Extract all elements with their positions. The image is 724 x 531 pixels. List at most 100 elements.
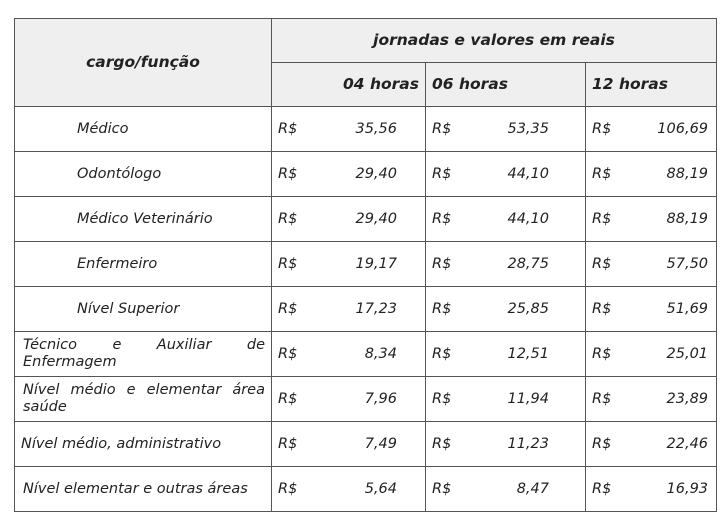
role-cell: Enfermeiro: [14, 241, 272, 287]
amount: 51,69: [666, 300, 709, 317]
table-row: Nível médio e elementar área saúde R$ 7,96…: [14, 376, 718, 422]
value-cell: R$ 11,94: [425, 376, 586, 422]
amount: 11,94: [507, 390, 549, 407]
amount: 8,47: [516, 480, 549, 497]
header-role: cargo/função: [14, 18, 272, 107]
role-cell: Nível médio, administrativo: [14, 421, 272, 467]
amount: 17,23: [355, 300, 397, 317]
currency-label: R$: [592, 165, 612, 182]
role-cell: Médico Veterinário: [14, 196, 272, 242]
currency-label: R$: [592, 480, 612, 497]
currency-label: R$: [278, 345, 298, 362]
currency-label: R$: [432, 390, 452, 407]
currency-label: R$: [592, 210, 612, 227]
value-cell: R$ 35,56: [271, 106, 426, 152]
table-row: Odontólogo R$ 29,40 R$ 44,10 R$ 88,19: [14, 151, 718, 197]
value-cell: R$ 57,50: [584, 241, 718, 287]
currency-label: R$: [278, 255, 298, 272]
amount: 12,51: [507, 345, 549, 362]
amount: 22,46: [666, 435, 709, 452]
value-cell: R$ 51,69: [584, 286, 718, 332]
amount: 11,23: [507, 435, 549, 452]
header-group: jornadas e valores em reais: [270, 18, 718, 63]
value-cell: R$ 106,69: [584, 106, 718, 152]
value-cell: R$ 25,01: [584, 331, 718, 377]
value-cell: R$ 22,46: [584, 421, 718, 467]
header-12h: 12 horas: [584, 62, 718, 107]
amount: 7,96: [364, 390, 397, 407]
value-cell: R$ 17,23: [271, 286, 426, 332]
header-04h: 04 horas: [271, 62, 426, 107]
amount: 29,40: [355, 210, 397, 227]
currency-label: R$: [432, 255, 452, 272]
table-row: Nível Superior R$ 17,23 R$ 25,85 R$ 51,69: [14, 286, 718, 332]
value-cell: R$ 8,34: [271, 331, 426, 377]
currency-label: R$: [592, 255, 612, 272]
currency-label: R$: [592, 435, 612, 452]
role-cell: Médico: [14, 106, 272, 152]
currency-label: R$: [432, 345, 452, 362]
value-cell: R$ 7,49: [271, 421, 426, 467]
value-cell: R$ 7,96: [271, 376, 426, 422]
value-cell: R$ 44,10: [425, 151, 586, 197]
currency-label: R$: [432, 165, 452, 182]
value-cell: R$ 29,40: [271, 151, 426, 197]
amount: 44,10: [507, 210, 549, 227]
currency-label: R$: [592, 390, 612, 407]
table-row: Nível elementar e outras áreas R$ 5,64 R$ 8,…: [14, 466, 718, 512]
currency-label: R$: [432, 480, 452, 497]
value-cell: R$ 28,75: [425, 241, 586, 287]
amount: 25,85: [507, 300, 549, 317]
value-cell: R$ 53,35: [425, 106, 586, 152]
currency-label: R$: [432, 120, 452, 137]
role-cell: Nível médio e elementar área saúde: [14, 376, 272, 422]
currency-label: R$: [278, 120, 298, 137]
amount: 23,89: [666, 390, 709, 407]
amount: 19,17: [355, 255, 397, 272]
value-cell: R$ 5,64: [271, 466, 426, 512]
amount: 106,69: [657, 120, 709, 137]
table-row: Enfermeiro R$ 19,17 R$ 28,75 R$ 57,50: [14, 241, 718, 287]
value-cell: R$ 11,23: [425, 421, 586, 467]
value-cell: R$ 8,47: [425, 466, 586, 512]
header-06h: 06 horas: [425, 62, 586, 107]
currency-label: R$: [432, 435, 452, 452]
role-cell: Nível elementar e outras áreas: [14, 466, 272, 512]
value-cell: R$ 23,89: [584, 376, 718, 422]
currency-label: R$: [278, 435, 298, 452]
amount: 5,64: [364, 480, 397, 497]
amount: 25,01: [666, 345, 709, 362]
value-cell: R$ 12,51: [425, 331, 586, 377]
value-cell: R$ 16,93: [584, 466, 718, 512]
table-row: Médico Veterinário R$ 29,40 R$ 44,10 R$ 88,19: [14, 196, 718, 242]
amount: 8,34: [364, 345, 397, 362]
amount: 29,40: [355, 165, 397, 182]
amount: 53,35: [507, 120, 549, 137]
value-cell: R$ 29,40: [271, 196, 426, 242]
amount: 35,56: [355, 120, 397, 137]
currency-label: R$: [278, 165, 298, 182]
value-cell: R$ 88,19: [584, 196, 718, 242]
amount: 7,49: [364, 435, 397, 452]
value-cell: R$ 88,19: [584, 151, 718, 197]
amount: 88,19: [666, 165, 709, 182]
amount: 88,19: [666, 210, 709, 227]
currency-label: R$: [592, 345, 612, 362]
amount: 57,50: [666, 255, 709, 272]
table-row: Técnico e Auxiliar de Enfermagem R$ 8,34 R$…: [14, 331, 718, 377]
amount: 44,10: [507, 165, 549, 182]
salary-table: cargo/função jornadas e valores em reais…: [14, 18, 718, 512]
value-cell: R$ 25,85: [425, 286, 586, 332]
currency-label: R$: [432, 210, 452, 227]
role-cell: Técnico e Auxiliar de Enfermagem: [14, 331, 272, 377]
table-row: Médico R$ 35,56 R$ 53,35 R$ 106,69: [14, 106, 718, 152]
currency-label: R$: [592, 300, 612, 317]
currency-label: R$: [278, 210, 298, 227]
currency-label: R$: [278, 300, 298, 317]
table-row: Nível médio, administrativo R$ 7,49 R$ 11,23…: [14, 421, 718, 467]
value-cell: R$ 44,10: [425, 196, 586, 242]
role-cell: Nível Superior: [14, 286, 272, 332]
currency-label: R$: [592, 120, 612, 137]
currency-label: R$: [432, 300, 452, 317]
currency-label: R$: [278, 390, 298, 407]
